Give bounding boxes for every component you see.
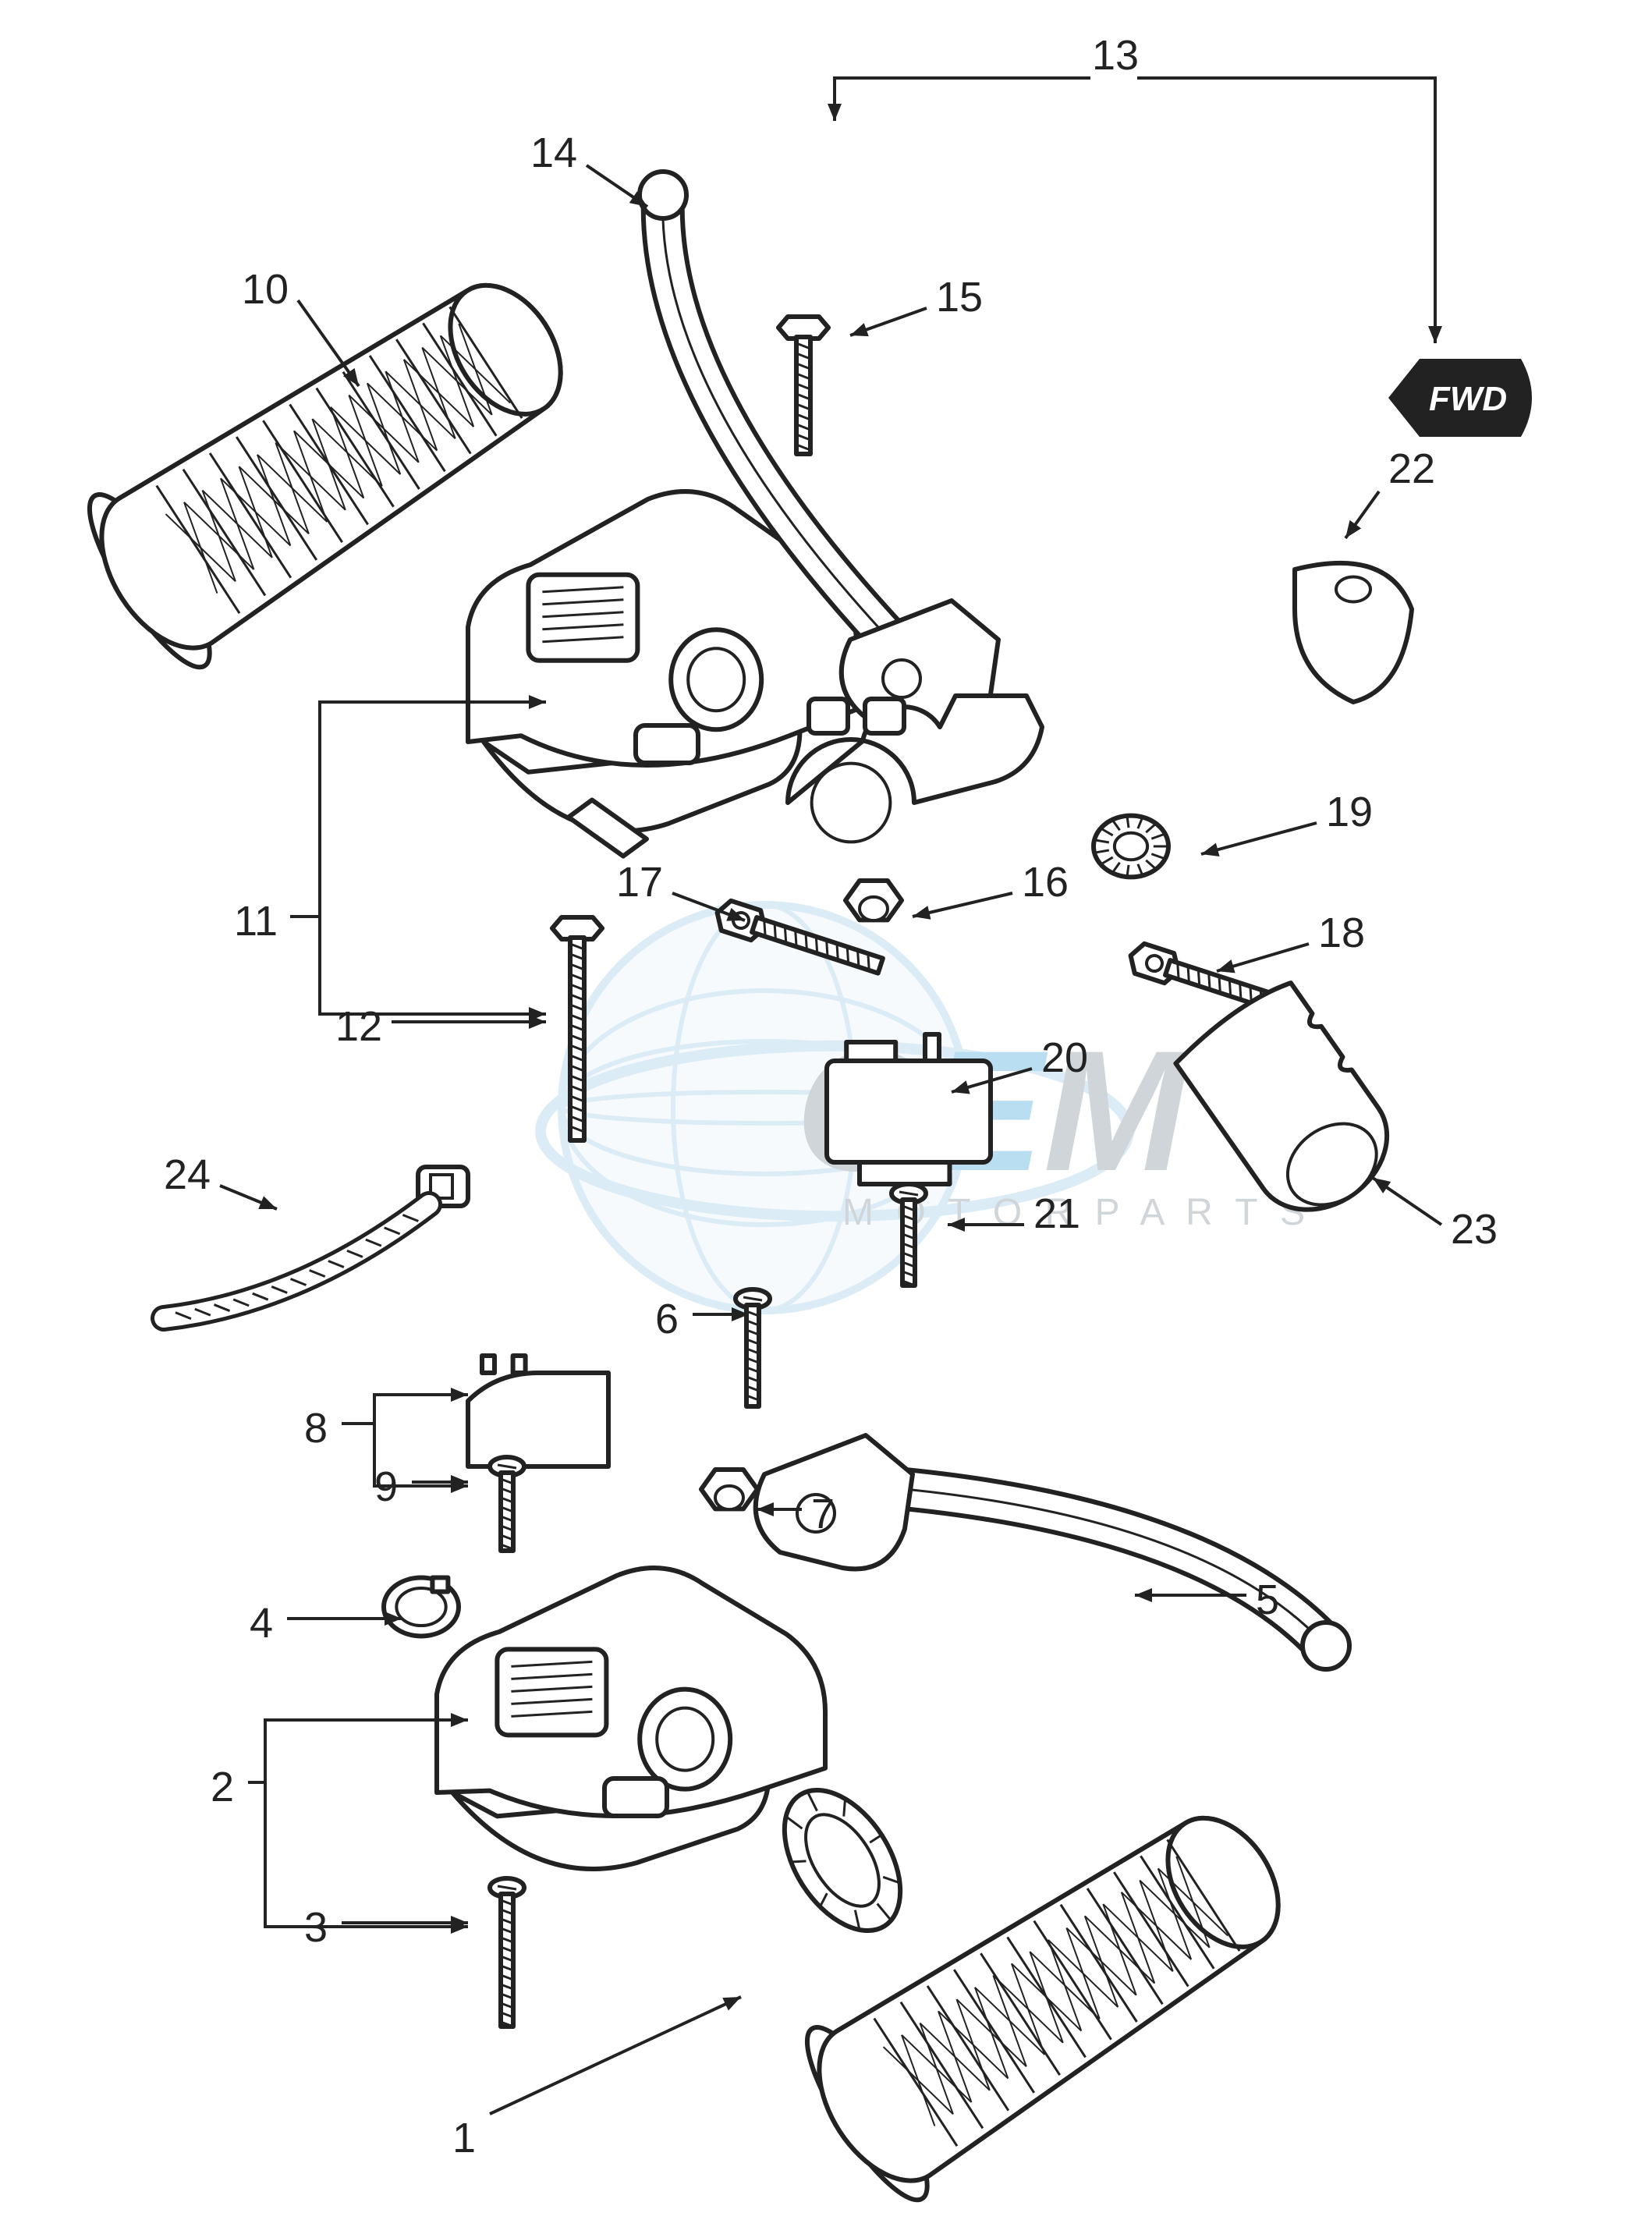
callout-19: 19 (1326, 788, 1373, 836)
callout-12: 12 (335, 1002, 382, 1051)
callout-13: 13 (1092, 31, 1139, 80)
callout-5: 5 (1256, 1576, 1279, 1624)
callout-4: 4 (250, 1599, 273, 1647)
callout-7: 7 (811, 1490, 835, 1538)
callout-17: 17 (616, 858, 663, 906)
callout-21: 21 (1033, 1190, 1080, 1238)
callout-16: 16 (1022, 858, 1069, 906)
callout-18: 18 (1318, 909, 1365, 957)
callout-9: 9 (374, 1463, 398, 1511)
callout-8: 8 (304, 1404, 328, 1452)
callout-14: 14 (530, 129, 577, 177)
leaders-layer (0, 0, 1652, 2227)
callout-11: 11 (234, 897, 278, 945)
callout-23: 23 (1451, 1205, 1498, 1254)
callout-20: 20 (1041, 1034, 1088, 1082)
callout-6: 6 (655, 1295, 679, 1343)
callout-3: 3 (304, 1903, 328, 1952)
callout-2: 2 (211, 1763, 234, 1811)
callout-1: 1 (452, 2114, 476, 2162)
fwd-badge: FWD (1381, 343, 1552, 452)
callout-24: 24 (164, 1151, 211, 1199)
callout-10: 10 (242, 265, 289, 314)
callout-15: 15 (936, 273, 983, 321)
svg-text:FWD: FWD (1429, 380, 1507, 418)
diagram-stage: OEMM O T O R P A R T S 12345678910111213… (0, 0, 1652, 2227)
